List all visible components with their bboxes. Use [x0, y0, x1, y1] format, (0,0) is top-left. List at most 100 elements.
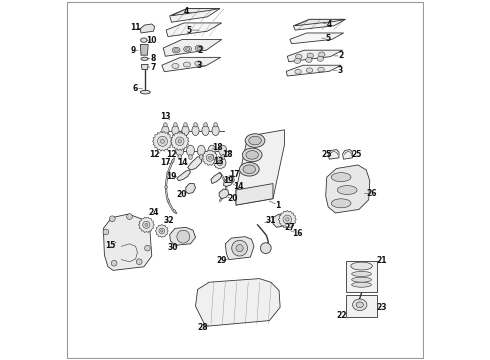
Text: 9: 9	[130, 46, 136, 55]
FancyBboxPatch shape	[346, 295, 377, 317]
Polygon shape	[287, 50, 343, 62]
Ellipse shape	[245, 134, 265, 147]
Ellipse shape	[184, 46, 192, 52]
Polygon shape	[155, 225, 168, 237]
Ellipse shape	[210, 154, 214, 159]
Ellipse shape	[141, 38, 147, 42]
Polygon shape	[152, 131, 172, 151]
FancyBboxPatch shape	[346, 261, 377, 292]
Polygon shape	[294, 19, 345, 26]
Polygon shape	[140, 44, 148, 55]
Text: 18: 18	[212, 143, 222, 152]
Ellipse shape	[307, 53, 314, 58]
Text: 11: 11	[130, 23, 140, 32]
Circle shape	[260, 243, 271, 253]
Polygon shape	[294, 19, 345, 30]
Text: 7: 7	[150, 63, 155, 72]
Ellipse shape	[194, 123, 197, 127]
Text: 20: 20	[227, 194, 238, 203]
Ellipse shape	[189, 154, 192, 159]
Text: 3: 3	[338, 66, 343, 75]
Ellipse shape	[352, 271, 371, 276]
Circle shape	[161, 230, 163, 232]
Text: 10: 10	[147, 36, 157, 45]
Circle shape	[111, 260, 117, 266]
Text: 15: 15	[105, 241, 116, 250]
Ellipse shape	[243, 165, 256, 174]
Circle shape	[175, 137, 184, 145]
Ellipse shape	[331, 173, 351, 181]
Polygon shape	[236, 130, 285, 205]
Circle shape	[136, 259, 142, 265]
Text: 29: 29	[217, 256, 227, 265]
Circle shape	[283, 215, 292, 224]
Ellipse shape	[174, 49, 178, 51]
Polygon shape	[172, 9, 220, 16]
Text: 21: 21	[377, 256, 387, 265]
Polygon shape	[188, 157, 202, 170]
Text: 27: 27	[285, 223, 295, 232]
Ellipse shape	[249, 136, 261, 145]
Polygon shape	[343, 149, 353, 159]
Circle shape	[103, 229, 109, 235]
Ellipse shape	[337, 185, 357, 194]
Ellipse shape	[184, 123, 187, 127]
Polygon shape	[140, 24, 155, 33]
Ellipse shape	[317, 56, 323, 61]
Ellipse shape	[192, 126, 199, 135]
Circle shape	[219, 162, 221, 164]
Ellipse shape	[208, 145, 216, 156]
Text: 32: 32	[164, 216, 174, 225]
Polygon shape	[326, 165, 370, 213]
Text: 2: 2	[339, 51, 343, 60]
Circle shape	[206, 154, 214, 161]
Ellipse shape	[182, 126, 189, 135]
Text: 28: 28	[197, 323, 208, 332]
Text: 19: 19	[223, 176, 234, 185]
Circle shape	[142, 223, 147, 229]
Ellipse shape	[352, 282, 371, 287]
Text: 5: 5	[326, 34, 331, 43]
Circle shape	[159, 228, 165, 234]
Ellipse shape	[318, 52, 325, 57]
Circle shape	[167, 200, 170, 203]
Ellipse shape	[246, 150, 258, 159]
Ellipse shape	[197, 46, 201, 49]
Ellipse shape	[306, 57, 312, 62]
Circle shape	[109, 216, 115, 222]
Polygon shape	[141, 64, 148, 69]
Text: 2: 2	[197, 46, 203, 55]
Polygon shape	[290, 33, 343, 44]
Polygon shape	[328, 149, 339, 159]
Ellipse shape	[141, 57, 148, 60]
Text: 30: 30	[167, 243, 178, 252]
Text: 19: 19	[166, 172, 177, 181]
Polygon shape	[166, 23, 221, 37]
Text: 8: 8	[150, 54, 155, 63]
Polygon shape	[139, 217, 154, 233]
Polygon shape	[170, 227, 196, 245]
Ellipse shape	[197, 145, 205, 156]
Text: 18: 18	[222, 150, 233, 159]
Ellipse shape	[195, 45, 203, 51]
Text: 3: 3	[197, 61, 202, 70]
Polygon shape	[103, 214, 152, 270]
Circle shape	[165, 186, 168, 189]
Polygon shape	[170, 9, 220, 22]
Text: 25: 25	[352, 150, 362, 159]
Ellipse shape	[353, 299, 367, 311]
Polygon shape	[219, 189, 229, 199]
Text: 22: 22	[337, 311, 347, 320]
Ellipse shape	[331, 199, 351, 208]
Text: 5: 5	[187, 26, 192, 35]
Ellipse shape	[212, 126, 219, 135]
Circle shape	[126, 214, 132, 220]
Polygon shape	[214, 157, 226, 169]
Ellipse shape	[204, 123, 207, 127]
Ellipse shape	[318, 67, 324, 72]
Text: 14: 14	[233, 182, 244, 191]
Text: 12: 12	[149, 150, 160, 159]
Ellipse shape	[219, 145, 227, 156]
Text: 14: 14	[177, 158, 188, 167]
Text: 4: 4	[183, 7, 189, 16]
